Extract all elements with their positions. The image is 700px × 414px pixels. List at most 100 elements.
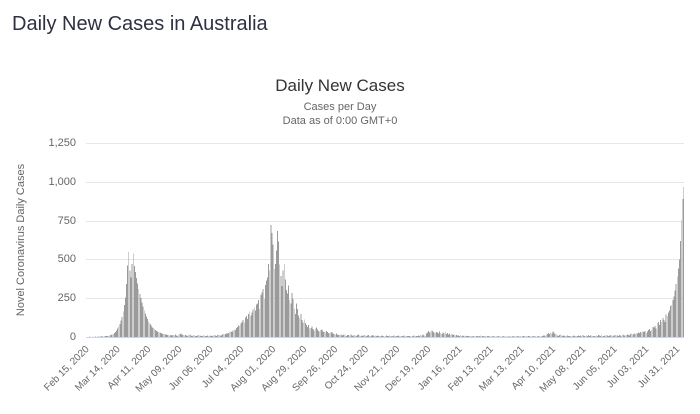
daily-cases-bar[interactable] [380, 335, 382, 337]
daily-cases-bar[interactable] [365, 335, 367, 337]
daily-cases-bar[interactable] [638, 333, 640, 337]
daily-cases-bar[interactable] [114, 331, 116, 337]
daily-cases-bar[interactable] [534, 336, 536, 337]
daily-cases-bar[interactable] [610, 335, 612, 337]
daily-cases-bar[interactable] [626, 334, 628, 337]
daily-cases-bar[interactable] [426, 332, 428, 337]
daily-cases-bar[interactable] [527, 336, 529, 337]
daily-cases-bar[interactable] [284, 279, 286, 337]
daily-cases-bar[interactable] [367, 335, 369, 337]
daily-cases-bar[interactable] [194, 335, 196, 337]
daily-cases-bar[interactable] [567, 336, 569, 337]
daily-cases-bar[interactable] [110, 335, 111, 337]
daily-cases-bar[interactable] [126, 265, 128, 337]
daily-cases-bar[interactable] [455, 334, 457, 337]
daily-cases-bar[interactable] [664, 321, 666, 337]
daily-cases-bar[interactable] [627, 334, 629, 337]
daily-cases-bar[interactable] [547, 332, 549, 337]
daily-cases-bar[interactable] [104, 336, 106, 337]
daily-cases-bar[interactable] [616, 335, 618, 337]
daily-cases-bar[interactable] [122, 311, 124, 337]
daily-cases-bar[interactable] [462, 335, 463, 337]
daily-cases-bar[interactable] [344, 335, 346, 337]
daily-cases-bar[interactable] [470, 336, 472, 337]
daily-cases-bar[interactable] [274, 263, 276, 337]
daily-cases-bar[interactable] [516, 336, 518, 337]
daily-cases-bar[interactable] [357, 334, 359, 337]
daily-cases-bar[interactable] [273, 268, 275, 337]
daily-cases-bar[interactable] [354, 335, 356, 337]
daily-cases-bar[interactable] [168, 335, 170, 337]
daily-cases-bar[interactable] [495, 336, 497, 337]
daily-cases-bar[interactable] [535, 336, 537, 337]
daily-cases-bar[interactable] [212, 335, 214, 337]
daily-cases-bar[interactable] [333, 334, 335, 337]
daily-cases-bar[interactable] [678, 259, 680, 337]
daily-cases-bar[interactable] [187, 335, 189, 337]
daily-cases-bar[interactable] [593, 336, 594, 337]
daily-cases-bar[interactable] [559, 334, 561, 337]
daily-cases-bar[interactable] [580, 336, 582, 337]
daily-cases-bar[interactable] [154, 330, 156, 337]
daily-cases-bar[interactable] [394, 336, 396, 337]
daily-cases-bar[interactable] [656, 323, 658, 337]
daily-cases-bar[interactable] [561, 336, 563, 337]
daily-cases-bar[interactable] [603, 336, 604, 337]
daily-cases-bar[interactable] [335, 333, 337, 337]
daily-cases-bar[interactable] [352, 335, 353, 337]
daily-cases-bar[interactable] [444, 332, 446, 337]
daily-cases-bar[interactable] [338, 335, 340, 337]
daily-cases-bar[interactable] [655, 328, 657, 337]
daily-cases-bar[interactable] [430, 330, 432, 337]
daily-cases-bar[interactable] [107, 335, 109, 337]
daily-cases-bar[interactable] [332, 333, 334, 337]
daily-cases-bar[interactable] [589, 335, 591, 337]
daily-cases-bar[interactable] [373, 335, 375, 337]
daily-cases-bar[interactable] [586, 335, 588, 337]
daily-cases-bar[interactable] [203, 335, 205, 337]
daily-cases-bar[interactable] [202, 335, 204, 337]
daily-cases-bar[interactable] [521, 336, 523, 337]
daily-cases-bar[interactable] [432, 331, 433, 337]
daily-cases-bar[interactable] [555, 334, 557, 337]
daily-cases-bar[interactable] [393, 335, 395, 337]
daily-cases-bar[interactable] [96, 336, 98, 337]
daily-cases-bar[interactable] [591, 335, 593, 337]
daily-cases-bar[interactable] [575, 335, 577, 337]
daily-cases-bar[interactable] [459, 335, 461, 337]
daily-cases-bar[interactable] [150, 325, 151, 337]
daily-cases-bar[interactable] [675, 284, 677, 337]
daily-cases-bar[interactable] [623, 335, 624, 337]
daily-cases-bar[interactable] [213, 334, 215, 337]
daily-cases-bar[interactable] [615, 335, 617, 337]
daily-cases-bar[interactable] [410, 336, 412, 337]
daily-cases-bar[interactable] [382, 336, 383, 337]
daily-cases-bar[interactable] [667, 312, 669, 337]
daily-cases-bar[interactable] [453, 334, 455, 337]
daily-cases-bar[interactable] [435, 331, 437, 337]
daily-cases-bar[interactable] [277, 241, 279, 337]
daily-cases-bar[interactable] [123, 305, 125, 337]
daily-cases-bar[interactable] [469, 335, 471, 337]
daily-cases-bar[interactable] [649, 331, 651, 337]
daily-cases-bar[interactable] [315, 327, 317, 337]
daily-cases-bar[interactable] [423, 335, 425, 337]
daily-cases-bar[interactable] [651, 326, 653, 337]
daily-cases-bar[interactable] [670, 304, 672, 337]
daily-cases-bar[interactable] [544, 336, 546, 337]
daily-cases-bar[interactable] [271, 232, 272, 337]
daily-cases-bar[interactable] [669, 306, 671, 337]
daily-cases-bar[interactable] [195, 336, 197, 337]
daily-cases-bar[interactable] [182, 335, 184, 337]
daily-cases-bar[interactable] [141, 302, 143, 337]
daily-cases-bar[interactable] [233, 329, 235, 337]
daily-cases-bar[interactable] [628, 335, 630, 337]
daily-cases-bar[interactable] [565, 336, 567, 337]
daily-cases-bar[interactable] [585, 335, 587, 337]
daily-cases-bar[interactable] [577, 335, 579, 337]
daily-cases-bar[interactable] [599, 335, 601, 337]
daily-cases-bar[interactable] [629, 334, 631, 337]
daily-cases-bar[interactable] [657, 321, 659, 337]
daily-cases-bar[interactable] [105, 336, 107, 337]
daily-cases-bar[interactable] [636, 333, 638, 337]
